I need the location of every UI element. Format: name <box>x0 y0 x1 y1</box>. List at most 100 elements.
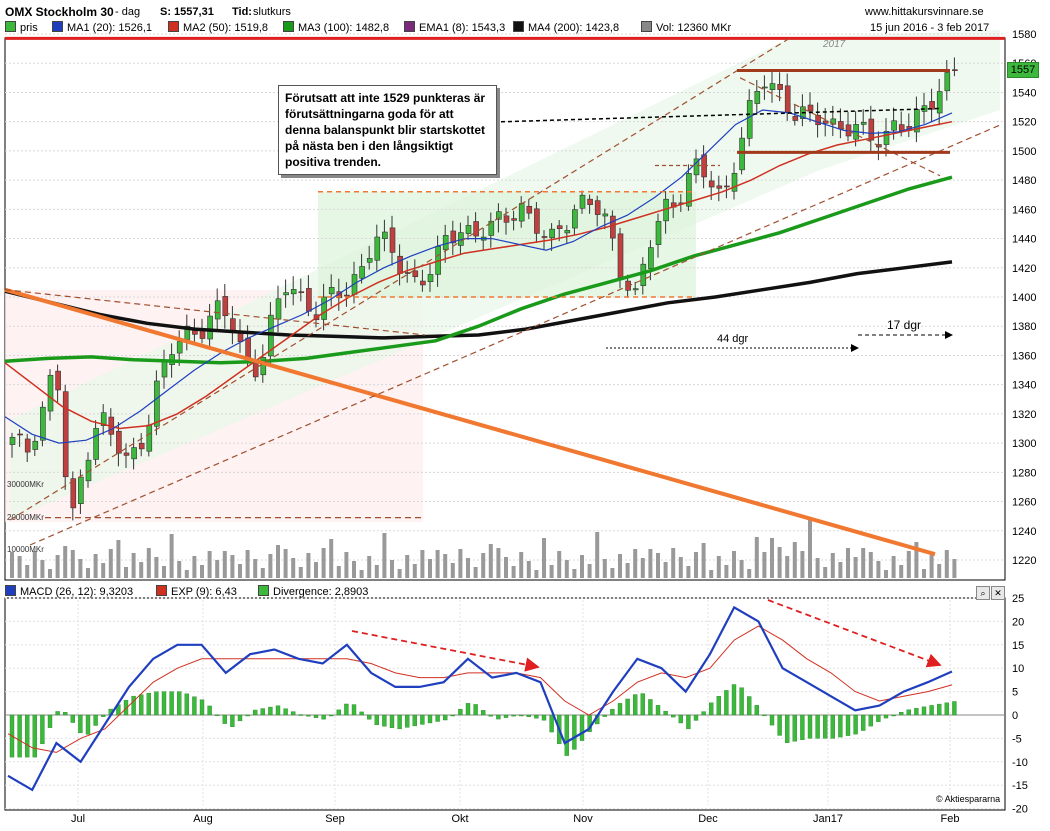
divergence-bar <box>488 714 493 717</box>
volume-bar <box>390 560 394 578</box>
main-price-panel <box>4 30 1006 581</box>
close-icon[interactable]: ✕ <box>991 586 1005 600</box>
volume-bar <box>298 567 303 578</box>
divergence-bar <box>815 714 820 739</box>
legend-label: MA2 (50): 1519,8 <box>183 22 268 34</box>
magnify-icon[interactable]: ⌕ <box>976 586 990 600</box>
divergence-bar <box>724 690 729 716</box>
price-candle <box>724 185 730 188</box>
price-candle <box>488 220 495 236</box>
divergence-bar <box>511 714 516 717</box>
volume-bar <box>534 570 539 578</box>
price-candle <box>100 412 107 426</box>
volume-bar <box>853 557 858 578</box>
price-candle <box>176 341 183 354</box>
divergence-bar <box>389 714 395 728</box>
price-candle <box>252 362 259 378</box>
legend-label: MA4 (200): 1423,8 <box>528 22 620 34</box>
price-candle <box>815 114 821 126</box>
x-tick-label: Jul <box>71 813 85 825</box>
volume-bar <box>192 556 197 578</box>
macd-y-tick-label: 20 <box>1012 616 1024 628</box>
divergence-bar <box>754 705 759 716</box>
volume-bar <box>770 538 774 578</box>
channel-upper <box>9 37 791 521</box>
price-candle <box>366 258 373 263</box>
divergence-bar <box>382 714 387 727</box>
volume-bar <box>443 554 448 578</box>
divergence-bar <box>914 708 919 716</box>
volume-bar <box>846 548 850 578</box>
volume-bar <box>124 567 128 578</box>
price-candle <box>93 428 99 460</box>
divergence-bar <box>944 702 949 716</box>
price-candle <box>556 225 563 229</box>
macd-y-tick-label: 15 <box>1012 640 1024 652</box>
divergence-bar <box>792 714 797 742</box>
divergence-bar <box>298 714 303 716</box>
volume-bar <box>618 554 622 578</box>
price-candle <box>290 289 297 295</box>
divergence-bar <box>176 691 182 716</box>
long-trendline <box>4 287 936 557</box>
ma4-line <box>4 260 953 340</box>
price-candle <box>944 72 951 92</box>
legend-pris: pris <box>5 21 38 35</box>
volume-bar <box>428 559 432 578</box>
y-tick-label: 1280 <box>1012 467 1036 479</box>
volume-bar <box>572 569 577 578</box>
price-candle <box>450 230 457 244</box>
period-label: - dag <box>115 6 141 18</box>
price-candle <box>518 203 525 222</box>
price-candle <box>952 69 958 72</box>
volume-bar <box>116 540 121 578</box>
legend-swatch <box>641 21 652 32</box>
divergence-bar <box>146 692 152 716</box>
volume-bar <box>914 542 919 578</box>
macd-y-tick-label: -15 <box>1012 780 1028 792</box>
y-tick-label: 1380 <box>1012 321 1036 333</box>
volume-bar <box>891 556 896 578</box>
last-price-label: S: 1557,31 <box>160 6 214 18</box>
volume-bar <box>215 560 220 578</box>
divergence-bar <box>549 714 554 733</box>
divergence-bar <box>541 714 547 721</box>
price-candle <box>283 292 289 296</box>
divergence-bar <box>861 714 866 731</box>
volume-bar <box>610 568 615 578</box>
volume-bar <box>86 568 90 578</box>
divergence-bar <box>534 714 539 719</box>
divergence-bar <box>435 714 440 722</box>
divergence-bar <box>617 703 623 716</box>
macd-y-tick-label: 0 <box>1012 710 1018 722</box>
y-tick-label: 1520 <box>1012 117 1036 129</box>
macd-y-tick-label: -10 <box>1012 757 1028 769</box>
price-candle <box>496 211 502 220</box>
divergence-bar <box>739 687 744 716</box>
divergence-bar <box>465 703 471 716</box>
price-candle <box>777 84 783 90</box>
divergence-bar <box>830 714 835 739</box>
price-candle <box>655 221 662 245</box>
price-candle <box>78 476 84 504</box>
volume-bar <box>519 552 524 578</box>
legend-macd: MACD (26, 12): 9,3203 <box>5 585 133 599</box>
volume-bar <box>808 519 812 578</box>
price-candle <box>298 291 305 294</box>
volume-bar <box>937 564 942 578</box>
price-candle <box>412 270 419 278</box>
volume-tick-label: 20000MKr <box>7 513 44 522</box>
divergence-bar <box>169 691 174 716</box>
volume-bar <box>792 542 797 578</box>
volume-bar <box>63 546 68 578</box>
volume-bar <box>952 559 957 578</box>
price-candle <box>40 406 46 441</box>
divergence-bar <box>671 714 676 718</box>
divergence-bar <box>807 714 813 739</box>
volume-bar <box>40 560 45 578</box>
price-candle <box>754 91 761 104</box>
volume-bar <box>70 550 75 578</box>
price-candle <box>70 478 77 509</box>
divergence-bar <box>154 691 159 716</box>
legend-divergence: Divergence: 2,8903 <box>258 585 368 599</box>
